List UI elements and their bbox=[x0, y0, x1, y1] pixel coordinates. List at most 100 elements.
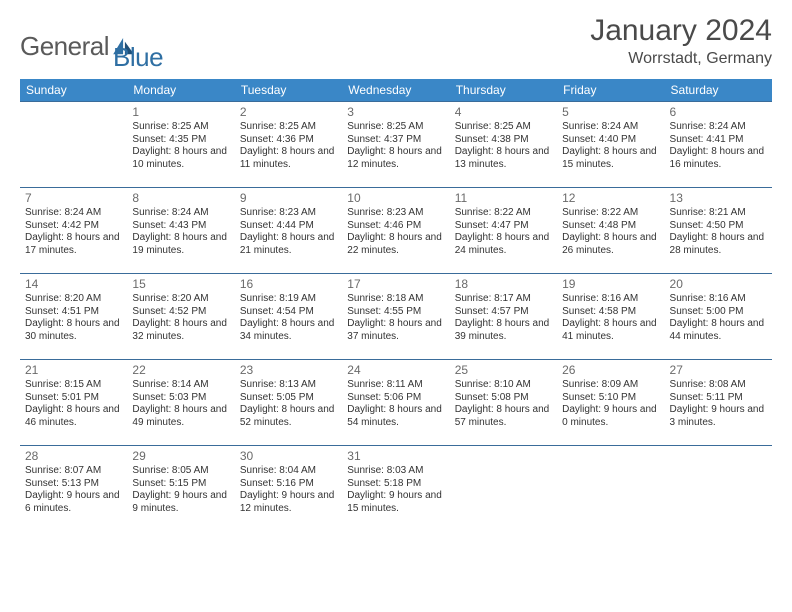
daylight-line: Daylight: 8 hours and 39 minutes. bbox=[455, 318, 552, 343]
daylight-line: Daylight: 8 hours and 37 minutes. bbox=[347, 318, 444, 343]
daylight-line: Daylight: 8 hours and 11 minutes. bbox=[240, 146, 337, 171]
day-number: 25 bbox=[455, 363, 552, 378]
sunset-line: Sunset: 4:55 PM bbox=[347, 306, 444, 319]
daylight-line: Daylight: 8 hours and 16 minutes. bbox=[670, 146, 767, 171]
sunset-line: Sunset: 5:01 PM bbox=[25, 392, 122, 405]
daylight-line: Daylight: 8 hours and 44 minutes. bbox=[670, 318, 767, 343]
sunrise-line: Sunrise: 8:19 AM bbox=[240, 293, 337, 306]
day-header: Monday bbox=[127, 79, 234, 102]
calendar-cell: 19Sunrise: 8:16 AMSunset: 4:58 PMDayligh… bbox=[557, 274, 664, 360]
sunrise-line: Sunrise: 8:17 AM bbox=[455, 293, 552, 306]
calendar-cell bbox=[665, 446, 772, 532]
day-number: 30 bbox=[240, 449, 337, 464]
sunset-line: Sunset: 4:46 PM bbox=[347, 220, 444, 233]
sunrise-line: Sunrise: 8:25 AM bbox=[240, 121, 337, 134]
daylight-line: Daylight: 8 hours and 22 minutes. bbox=[347, 232, 444, 257]
brand-part1: General bbox=[20, 31, 109, 61]
sunset-line: Sunset: 4:57 PM bbox=[455, 306, 552, 319]
sunset-line: Sunset: 5:15 PM bbox=[132, 478, 229, 491]
calendar-cell: 17Sunrise: 8:18 AMSunset: 4:55 PMDayligh… bbox=[342, 274, 449, 360]
sunset-line: Sunset: 4:42 PM bbox=[25, 220, 122, 233]
calendar-cell: 22Sunrise: 8:14 AMSunset: 5:03 PMDayligh… bbox=[127, 360, 234, 446]
sunrise-line: Sunrise: 8:24 AM bbox=[670, 121, 767, 134]
day-number: 19 bbox=[562, 277, 659, 292]
sunset-line: Sunset: 4:52 PM bbox=[132, 306, 229, 319]
sunrise-line: Sunrise: 8:22 AM bbox=[562, 207, 659, 220]
daylight-line: Daylight: 8 hours and 21 minutes. bbox=[240, 232, 337, 257]
day-number: 11 bbox=[455, 191, 552, 206]
sunrise-line: Sunrise: 8:11 AM bbox=[347, 379, 444, 392]
sunset-line: Sunset: 4:35 PM bbox=[132, 134, 229, 147]
calendar-week: 21Sunrise: 8:15 AMSunset: 5:01 PMDayligh… bbox=[20, 360, 772, 446]
sunrise-line: Sunrise: 8:05 AM bbox=[132, 465, 229, 478]
sunrise-line: Sunrise: 8:10 AM bbox=[455, 379, 552, 392]
sunset-line: Sunset: 5:06 PM bbox=[347, 392, 444, 405]
sunrise-line: Sunrise: 8:15 AM bbox=[25, 379, 122, 392]
day-number: 4 bbox=[455, 105, 552, 120]
daylight-line: Daylight: 8 hours and 32 minutes. bbox=[132, 318, 229, 343]
sunset-line: Sunset: 5:11 PM bbox=[670, 392, 767, 405]
sunset-line: Sunset: 5:13 PM bbox=[25, 478, 122, 491]
brand-part2: Blue bbox=[113, 42, 163, 72]
calendar-week: 14Sunrise: 8:20 AMSunset: 4:51 PMDayligh… bbox=[20, 274, 772, 360]
calendar-cell: 29Sunrise: 8:05 AMSunset: 5:15 PMDayligh… bbox=[127, 446, 234, 532]
calendar-cell: 8Sunrise: 8:24 AMSunset: 4:43 PMDaylight… bbox=[127, 188, 234, 274]
day-number: 14 bbox=[25, 277, 122, 292]
sunset-line: Sunset: 4:37 PM bbox=[347, 134, 444, 147]
daylight-line: Daylight: 8 hours and 17 minutes. bbox=[25, 232, 122, 257]
day-header: Thursday bbox=[450, 79, 557, 102]
daylight-line: Daylight: 8 hours and 46 minutes. bbox=[25, 404, 122, 429]
calendar-cell: 4Sunrise: 8:25 AMSunset: 4:38 PMDaylight… bbox=[450, 102, 557, 188]
brand-logo: General Blue bbox=[20, 20, 163, 73]
calendar-cell: 18Sunrise: 8:17 AMSunset: 4:57 PMDayligh… bbox=[450, 274, 557, 360]
sunrise-line: Sunrise: 8:16 AM bbox=[562, 293, 659, 306]
day-number: 22 bbox=[132, 363, 229, 378]
daylight-line: Daylight: 8 hours and 19 minutes. bbox=[132, 232, 229, 257]
calendar-cell: 3Sunrise: 8:25 AMSunset: 4:37 PMDaylight… bbox=[342, 102, 449, 188]
day-number: 5 bbox=[562, 105, 659, 120]
day-header: Sunday bbox=[20, 79, 127, 102]
day-number: 28 bbox=[25, 449, 122, 464]
sunrise-line: Sunrise: 8:24 AM bbox=[132, 207, 229, 220]
day-number: 21 bbox=[25, 363, 122, 378]
day-number: 27 bbox=[670, 363, 767, 378]
day-number: 3 bbox=[347, 105, 444, 120]
calendar-cell: 20Sunrise: 8:16 AMSunset: 5:00 PMDayligh… bbox=[665, 274, 772, 360]
sunrise-line: Sunrise: 8:21 AM bbox=[670, 207, 767, 220]
sunset-line: Sunset: 5:00 PM bbox=[670, 306, 767, 319]
day-header: Tuesday bbox=[235, 79, 342, 102]
calendar-cell: 14Sunrise: 8:20 AMSunset: 4:51 PMDayligh… bbox=[20, 274, 127, 360]
month-title: January 2024 bbox=[590, 14, 772, 48]
sunrise-line: Sunrise: 8:09 AM bbox=[562, 379, 659, 392]
day-number: 12 bbox=[562, 191, 659, 206]
sunrise-line: Sunrise: 8:23 AM bbox=[240, 207, 337, 220]
sunset-line: Sunset: 4:50 PM bbox=[670, 220, 767, 233]
sunrise-line: Sunrise: 8:22 AM bbox=[455, 207, 552, 220]
daylight-line: Daylight: 9 hours and 15 minutes. bbox=[347, 490, 444, 515]
daylight-line: Daylight: 8 hours and 26 minutes. bbox=[562, 232, 659, 257]
sunset-line: Sunset: 4:43 PM bbox=[132, 220, 229, 233]
sunrise-line: Sunrise: 8:16 AM bbox=[670, 293, 767, 306]
calendar-cell: 25Sunrise: 8:10 AMSunset: 5:08 PMDayligh… bbox=[450, 360, 557, 446]
sunset-line: Sunset: 5:10 PM bbox=[562, 392, 659, 405]
sunrise-line: Sunrise: 8:18 AM bbox=[347, 293, 444, 306]
sunrise-line: Sunrise: 8:25 AM bbox=[455, 121, 552, 134]
calendar-table: SundayMondayTuesdayWednesdayThursdayFrid… bbox=[20, 79, 772, 532]
daylight-line: Daylight: 8 hours and 10 minutes. bbox=[132, 146, 229, 171]
day-number: 9 bbox=[240, 191, 337, 206]
calendar-cell: 26Sunrise: 8:09 AMSunset: 5:10 PMDayligh… bbox=[557, 360, 664, 446]
sunset-line: Sunset: 4:48 PM bbox=[562, 220, 659, 233]
sunrise-line: Sunrise: 8:24 AM bbox=[25, 207, 122, 220]
title-block: January 2024 Worrstadt, Germany bbox=[590, 14, 772, 68]
location: Worrstadt, Germany bbox=[590, 50, 772, 68]
calendar-week: 1Sunrise: 8:25 AMSunset: 4:35 PMDaylight… bbox=[20, 102, 772, 188]
calendar-cell: 13Sunrise: 8:21 AMSunset: 4:50 PMDayligh… bbox=[665, 188, 772, 274]
daylight-line: Daylight: 8 hours and 12 minutes. bbox=[347, 146, 444, 171]
daylight-line: Daylight: 8 hours and 54 minutes. bbox=[347, 404, 444, 429]
calendar-cell: 21Sunrise: 8:15 AMSunset: 5:01 PMDayligh… bbox=[20, 360, 127, 446]
sunset-line: Sunset: 4:44 PM bbox=[240, 220, 337, 233]
sunset-line: Sunset: 4:51 PM bbox=[25, 306, 122, 319]
sunrise-line: Sunrise: 8:03 AM bbox=[347, 465, 444, 478]
header: General Blue January 2024 Worrstadt, Ger… bbox=[20, 14, 772, 73]
calendar-head: SundayMondayTuesdayWednesdayThursdayFrid… bbox=[20, 79, 772, 102]
